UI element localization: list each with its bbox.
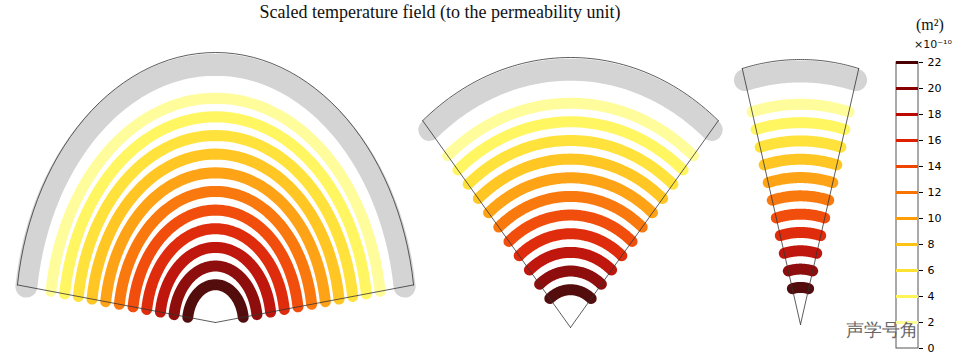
html-text:×10⁻¹⁰: ×10⁻¹⁰ xyxy=(914,38,952,51)
svg-text:10: 10 xyxy=(928,212,942,225)
svg-text:0: 0 xyxy=(928,342,935,355)
svg-text:16: 16 xyxy=(928,134,942,147)
svg-text:12: 12 xyxy=(928,186,942,199)
svg-text:4: 4 xyxy=(928,290,935,303)
svg-text:8: 8 xyxy=(928,238,935,251)
html-text:Scaled temperature field (to t: Scaled temperature field (to the permeab… xyxy=(259,2,621,22)
html-text:(m²): (m²) xyxy=(916,16,944,33)
svg-text:22: 22 xyxy=(928,56,942,69)
svg-text:6: 6 xyxy=(928,264,935,277)
svg-text:20: 20 xyxy=(928,82,942,95)
svg-text:14: 14 xyxy=(928,160,942,173)
svg-text:18: 18 xyxy=(928,108,942,121)
html-text:声学号角: 声学号角 xyxy=(846,319,918,340)
svg-text:2: 2 xyxy=(928,316,935,329)
